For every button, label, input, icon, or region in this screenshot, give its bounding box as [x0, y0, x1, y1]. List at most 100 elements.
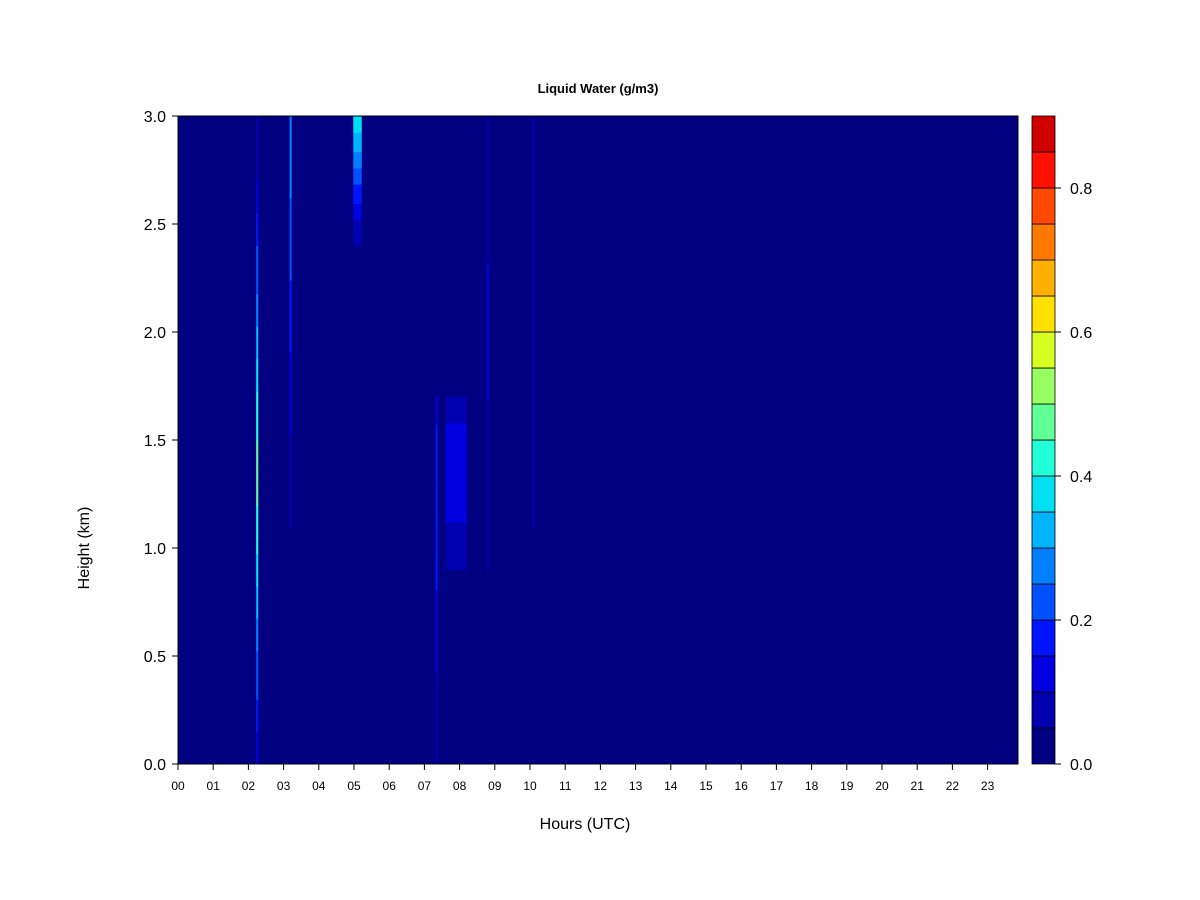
feature-band — [445, 435, 467, 441]
feature-band — [486, 161, 489, 174]
feature-band — [445, 543, 467, 549]
feature-band — [435, 708, 438, 719]
feature-band — [435, 736, 438, 747]
feature-band — [532, 239, 535, 250]
feature-band — [435, 479, 438, 490]
feature-band — [435, 663, 438, 673]
feature-band — [353, 151, 362, 156]
feature-1 — [289, 116, 292, 527]
feature-band — [532, 403, 535, 415]
feature-band — [445, 414, 467, 419]
feature-band — [532, 208, 535, 220]
feature-band — [445, 409, 467, 415]
colorbar-swatch — [1031, 475, 1056, 513]
feature-band — [256, 618, 259, 635]
feature-band — [353, 128, 362, 133]
feature-band — [486, 274, 489, 287]
feature-band — [486, 433, 489, 446]
feature-band — [445, 418, 467, 424]
feature-band — [486, 150, 489, 162]
feature-band — [532, 413, 535, 425]
feature-band — [256, 731, 259, 749]
feature-band — [289, 351, 292, 363]
cloud-features — [256, 116, 535, 765]
feature-band — [532, 228, 535, 240]
feature-band — [256, 342, 259, 360]
feature-band — [445, 535, 467, 540]
colorbar-swatch — [1031, 331, 1056, 369]
feature-band — [435, 506, 438, 517]
feature-band — [532, 341, 535, 353]
feature-band — [445, 530, 467, 536]
colorbar-swatch — [1031, 691, 1056, 729]
feature-band — [289, 393, 292, 404]
feature-band — [353, 164, 362, 169]
feature-6 — [532, 116, 535, 527]
feature-band — [435, 534, 438, 545]
feature-band — [256, 488, 259, 506]
colorbar-swatch — [1031, 619, 1056, 657]
feature-band — [486, 546, 489, 559]
colorbar-swatch — [1031, 403, 1056, 441]
colorbar-tick-label: 0.2 — [1070, 613, 1092, 630]
x-tick-label: 09 — [488, 779, 502, 793]
colorbar-swatch — [1031, 511, 1056, 549]
feature-band — [256, 391, 259, 409]
colorbar-tick-label: 0.8 — [1070, 181, 1092, 198]
feature-band — [289, 475, 292, 486]
feature-band — [353, 116, 362, 120]
feature-band — [353, 242, 362, 247]
feature-band — [445, 461, 467, 467]
feature-band — [256, 326, 259, 344]
feature-band — [353, 187, 362, 192]
feature-band — [256, 569, 259, 587]
feature-band — [435, 415, 438, 425]
feature-band — [532, 434, 535, 445]
feature-band — [353, 174, 362, 179]
feature-band — [532, 362, 535, 373]
feature-band — [289, 310, 292, 322]
feature-band — [445, 396, 467, 402]
feature-band — [435, 644, 438, 655]
feature-band — [435, 552, 438, 563]
colorbar-swatch — [1031, 115, 1056, 153]
feature-band — [445, 405, 467, 411]
colorbar-swatch — [1031, 295, 1056, 333]
feature-band — [256, 278, 259, 295]
feature-0 — [256, 116, 259, 765]
feature-band — [353, 239, 362, 243]
feature-band — [486, 184, 489, 196]
colorbar-swatch — [1031, 727, 1056, 765]
feature-band — [353, 119, 362, 123]
feature-band — [486, 331, 489, 344]
feature-band — [256, 504, 259, 522]
feature-band — [289, 177, 292, 189]
feature-band — [353, 161, 362, 166]
feature-band — [486, 138, 489, 151]
feature-band — [435, 571, 438, 581]
feature-band — [435, 626, 438, 636]
feature-band — [486, 365, 489, 378]
feature-band — [486, 422, 489, 435]
feature-band — [256, 148, 259, 166]
colorbar-swatch — [1031, 583, 1056, 621]
feature-band — [435, 497, 438, 508]
feature-band — [289, 187, 292, 199]
y-tick-label: 1.5 — [144, 433, 166, 450]
feature-band — [435, 690, 438, 701]
feature-band — [445, 556, 467, 562]
feature-band — [532, 454, 535, 466]
feature-band — [435, 470, 438, 480]
feature-band — [289, 239, 292, 250]
feature-band — [256, 375, 259, 392]
feature-band — [256, 683, 259, 700]
x-tick-label: 22 — [946, 779, 960, 793]
feature-band — [289, 516, 292, 527]
feature-band — [445, 552, 467, 558]
feature-band — [435, 681, 438, 692]
feature-band — [353, 203, 362, 208]
feature-band — [353, 132, 362, 136]
feature-band — [256, 407, 259, 425]
feature-band — [289, 290, 292, 302]
feature-band — [486, 297, 489, 310]
